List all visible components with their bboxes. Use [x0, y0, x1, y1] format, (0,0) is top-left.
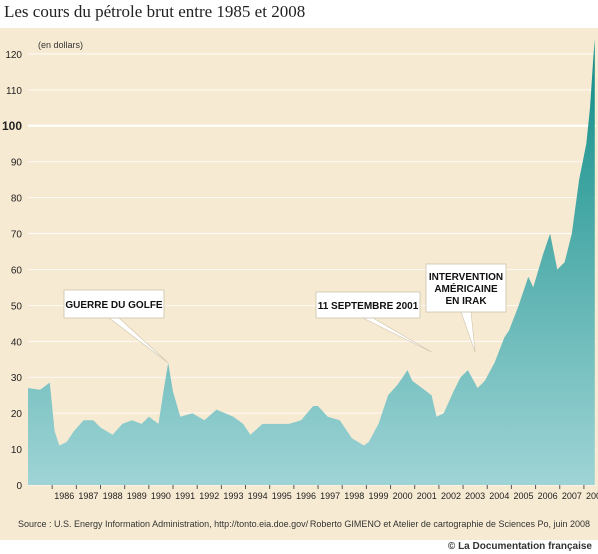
x-tick-label: 1988 [103, 491, 123, 501]
annotation-text: AMÉRICAINE [434, 282, 498, 295]
y-tick-label: 110 [6, 86, 22, 97]
x-tick-label: 2001 [417, 491, 437, 501]
x-tick-label: 1990 [151, 491, 171, 501]
x-tick-label: 2004 [489, 491, 509, 501]
annotation-pointer [460, 311, 476, 353]
x-tick-label: 1996 [296, 491, 316, 501]
y-tick-label: 70 [11, 230, 23, 241]
x-tick-label: 1989 [127, 491, 147, 501]
source-note: Source : U.S. Energy Information Adminis… [18, 519, 309, 529]
x-tick-label: 2007 [562, 491, 582, 501]
annotation-text: 11 SEPTEMBRE 2001 [318, 301, 419, 312]
y-tick-label: 50 [11, 301, 23, 312]
y-tick-label: 20 [11, 409, 23, 420]
y-tick-label: 100 [2, 119, 22, 133]
y-tick-label: 120 [5, 50, 22, 61]
x-tick-label: 1991 [175, 491, 195, 501]
x-tick-label: 1994 [248, 491, 268, 501]
x-tick-label: 2003 [465, 491, 485, 501]
x-tick-label: 1999 [368, 491, 388, 501]
y-tick-label: 80 [11, 194, 23, 205]
y-tick-label: 60 [11, 265, 23, 276]
price-area-series [28, 39, 595, 485]
annotation-text: GUERRE DU GOLFE [65, 300, 163, 311]
x-tick-label: 2006 [538, 491, 558, 501]
x-tick-label: 2002 [441, 491, 461, 501]
unit-label: (en dollars) [38, 40, 83, 50]
annotation-text: EN IRAK [445, 296, 487, 307]
chart-title: Les cours du pétrole brut entre 1985 et … [4, 2, 306, 21]
y-tick-label: 90 [11, 158, 23, 169]
x-tick-label: 2005 [513, 491, 533, 501]
annotation-pointer [108, 317, 169, 364]
annotation-box [425, 263, 507, 313]
y-tick-label: 30 [11, 373, 23, 384]
x-tick-label: 2000 [393, 491, 413, 501]
annotation-box [315, 291, 421, 319]
y-tick-label: 0 [16, 481, 22, 492]
annotation-box [63, 289, 165, 319]
x-tick-label: 2008 [586, 491, 598, 501]
x-tick-label: 1993 [223, 491, 243, 501]
y-tick-label: 10 [11, 445, 23, 456]
x-tick-label: 1998 [344, 491, 364, 501]
y-tick-label: 40 [11, 337, 23, 348]
oil-price-chart: 0 10 20 30 40 50 60 70 80 90 100 110 120 1986 1987 198… [2, 39, 598, 501]
x-tick-label: 1992 [199, 491, 219, 501]
x-tick-label: 1995 [272, 491, 292, 501]
credit-note: Roberto GIMENO et Atelier de cartographi… [309, 519, 590, 529]
annotation-callout: GUERRE DU GOLFE [63, 289, 169, 364]
annotation-callout: 11 SEPTEMBRE 2001 [315, 291, 432, 353]
x-tick-label: 1987 [78, 491, 98, 501]
x-tick-label: 1997 [320, 491, 340, 501]
x-tick-label: 1986 [54, 491, 74, 501]
annotation-pointer [362, 317, 432, 353]
copyright-note: © La Documentation française [447, 541, 592, 552]
annotation-text: INTERVENTION [429, 272, 503, 283]
